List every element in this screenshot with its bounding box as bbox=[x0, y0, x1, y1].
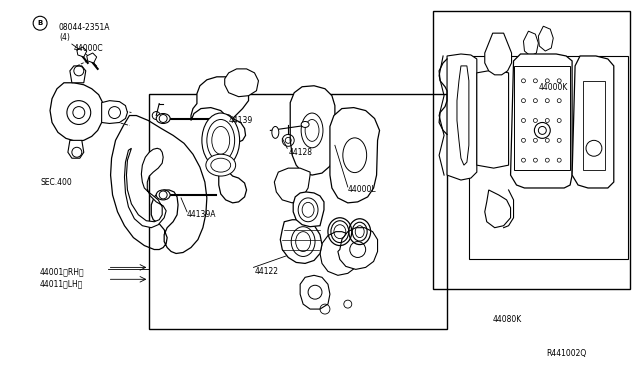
Text: 44139: 44139 bbox=[228, 116, 253, 125]
Text: 44011〈LH〉: 44011〈LH〉 bbox=[40, 279, 83, 288]
Polygon shape bbox=[191, 77, 248, 203]
Text: R441002Q: R441002Q bbox=[547, 349, 586, 358]
Ellipse shape bbox=[343, 138, 367, 173]
Text: B: B bbox=[38, 20, 43, 26]
Ellipse shape bbox=[202, 113, 239, 168]
Ellipse shape bbox=[212, 126, 230, 154]
Polygon shape bbox=[538, 26, 553, 51]
Polygon shape bbox=[280, 220, 322, 263]
Bar bbox=[149, 94, 447, 329]
Text: 44000C: 44000C bbox=[74, 44, 104, 53]
Polygon shape bbox=[124, 148, 166, 228]
Polygon shape bbox=[524, 31, 538, 56]
Polygon shape bbox=[572, 56, 614, 188]
Ellipse shape bbox=[301, 113, 323, 148]
Bar bbox=[583, 81, 605, 170]
Polygon shape bbox=[338, 228, 378, 269]
Text: 44001〈RH〉: 44001〈RH〉 bbox=[40, 267, 84, 276]
Polygon shape bbox=[225, 69, 259, 97]
Polygon shape bbox=[484, 33, 511, 75]
Ellipse shape bbox=[305, 119, 319, 141]
Polygon shape bbox=[77, 47, 87, 57]
Ellipse shape bbox=[298, 198, 318, 222]
Text: 44000L: 44000L bbox=[348, 185, 376, 194]
Bar bbox=[433, 11, 630, 289]
Ellipse shape bbox=[296, 232, 310, 251]
Text: 44080K: 44080K bbox=[493, 315, 522, 324]
Ellipse shape bbox=[302, 202, 314, 217]
Polygon shape bbox=[330, 108, 380, 203]
Ellipse shape bbox=[291, 227, 315, 256]
Polygon shape bbox=[320, 232, 360, 275]
Text: 44000K: 44000K bbox=[538, 83, 568, 92]
Text: SEC.400: SEC.400 bbox=[40, 178, 72, 187]
Ellipse shape bbox=[211, 158, 230, 172]
Text: 44139A: 44139A bbox=[187, 210, 216, 219]
Text: 44122: 44122 bbox=[255, 267, 278, 276]
Polygon shape bbox=[477, 70, 509, 168]
Polygon shape bbox=[275, 168, 310, 203]
Polygon shape bbox=[111, 116, 207, 253]
Text: (4): (4) bbox=[59, 33, 70, 42]
Ellipse shape bbox=[156, 113, 170, 124]
Polygon shape bbox=[70, 66, 86, 83]
Polygon shape bbox=[290, 86, 335, 175]
Ellipse shape bbox=[156, 190, 170, 200]
Ellipse shape bbox=[301, 122, 309, 128]
Polygon shape bbox=[87, 53, 97, 63]
Ellipse shape bbox=[206, 154, 236, 176]
Polygon shape bbox=[68, 140, 84, 158]
Polygon shape bbox=[300, 275, 330, 309]
Polygon shape bbox=[457, 66, 469, 165]
Polygon shape bbox=[293, 192, 324, 227]
Polygon shape bbox=[484, 190, 511, 228]
Polygon shape bbox=[102, 101, 127, 124]
Ellipse shape bbox=[207, 119, 235, 161]
Text: 44128: 44128 bbox=[288, 148, 312, 157]
Polygon shape bbox=[511, 54, 572, 188]
Polygon shape bbox=[513, 66, 570, 170]
Text: 08044-2351A: 08044-2351A bbox=[59, 23, 111, 32]
Polygon shape bbox=[50, 83, 104, 141]
Polygon shape bbox=[447, 54, 477, 180]
Ellipse shape bbox=[221, 115, 232, 122]
Bar bbox=[469, 56, 628, 259]
Ellipse shape bbox=[272, 126, 279, 138]
